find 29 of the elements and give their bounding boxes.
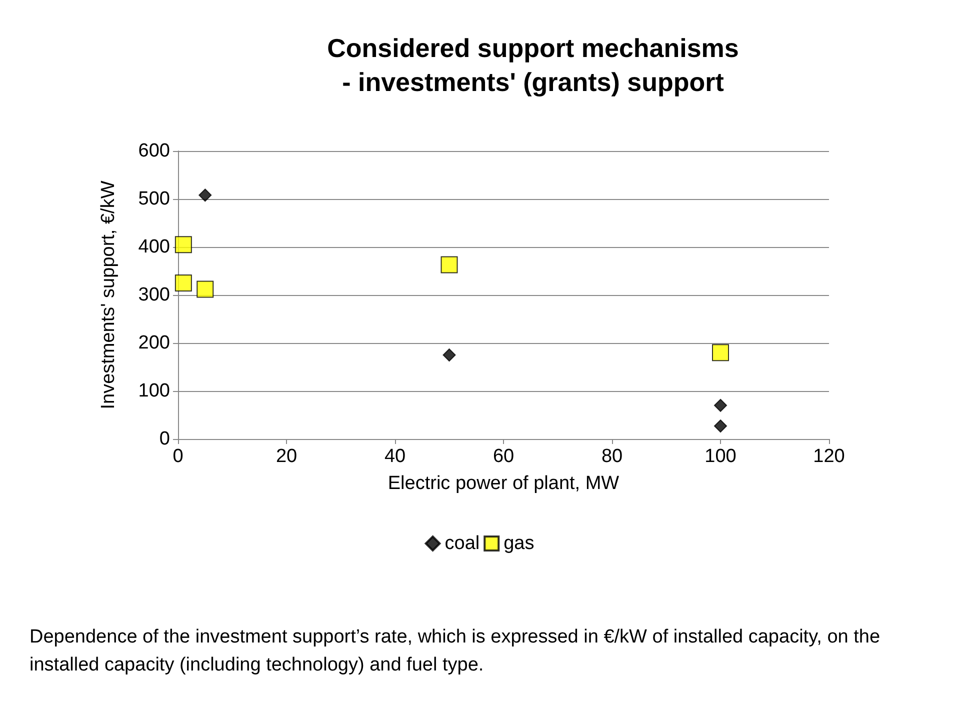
x-tick-label: 60 — [492, 446, 514, 467]
point — [198, 188, 212, 202]
point — [440, 256, 458, 274]
y-tick-label: 0 — [159, 428, 170, 450]
point — [196, 280, 214, 298]
x-tick-label: 120 — [813, 446, 845, 467]
x-tick-label: 0 — [172, 446, 184, 467]
y-tick-label: 400 — [138, 236, 170, 258]
text: Dependence of the investment support’s rate, which is expressed in €/kW of installed capacity, on the installed capacity (including technology) and fuel type. — [30, 626, 886, 676]
point — [712, 344, 729, 362]
x-tick-label: 80 — [601, 446, 623, 467]
x-axis-title: Electric power of plant, MW — [388, 473, 620, 494]
y-tick-label: 300 — [138, 284, 170, 306]
y-tick-label: 500 — [138, 188, 170, 210]
chart-title: Considered support mechanisms - investments' (grants) support — [327, 33, 739, 97]
x-tick-label: 20 — [276, 446, 298, 467]
x-tick-label: 100 — [704, 446, 736, 467]
y-tick-label: 600 — [138, 140, 170, 162]
y-tick-label: 100 — [138, 380, 170, 402]
legend-label: gas — [504, 533, 534, 554]
legend-label: coal — [444, 533, 480, 554]
y-tick-label: 200 — [138, 332, 170, 354]
point — [174, 236, 192, 254]
point — [714, 420, 727, 433]
y-axis-title: Investments' support, €/kW — [98, 180, 119, 410]
x-tick-label: 40 — [384, 446, 406, 467]
point — [714, 398, 727, 412]
point — [174, 274, 192, 292]
point — [442, 348, 456, 362]
